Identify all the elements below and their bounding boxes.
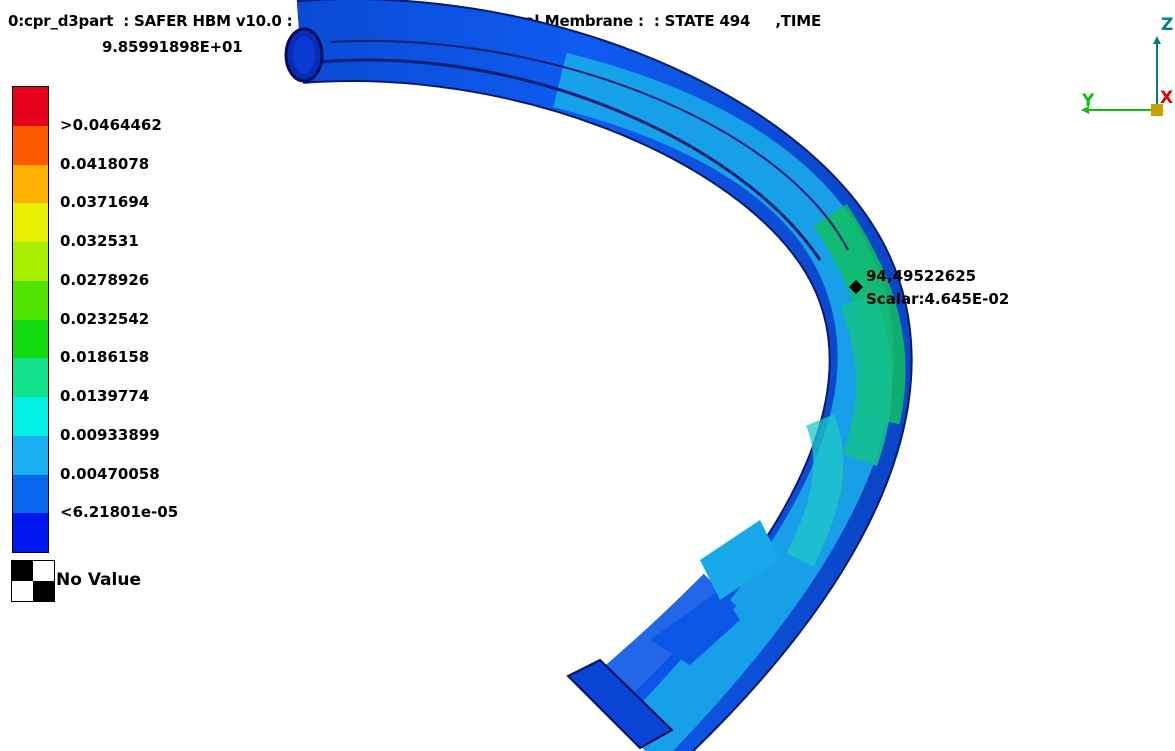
legend-label: <6.21801e-05 — [60, 503, 179, 522]
legend-swatch — [13, 87, 48, 126]
legend-label: 0.00933899 — [60, 425, 160, 444]
no-value-label: No Value — [56, 570, 141, 590]
legend-label: 0.0186158 — [60, 348, 150, 367]
legend-label: 0.0371694 — [60, 193, 150, 212]
legend-label: 0.0418078 — [60, 154, 150, 173]
legend-swatch — [13, 164, 48, 204]
legend-label: 0.0278926 — [60, 270, 150, 289]
color-legend-bar — [12, 86, 49, 553]
legend-swatch — [13, 242, 48, 281]
probe-marker-icon[interactable] — [848, 279, 864, 295]
tube-model[interactable] — [284, 0, 913, 751]
legend-label: 0.00470058 — [60, 464, 160, 483]
legend-swatch — [13, 513, 48, 552]
y-axis-label: Y — [1081, 91, 1095, 111]
probe-annotation[interactable]: 94,49522625 Scalar:4.645E-02 — [848, 267, 1009, 308]
legend-label: 0.0232542 — [60, 309, 150, 328]
legend-swatch — [13, 397, 48, 436]
legend-swatch — [13, 280, 48, 320]
axis-triad: Z Y X — [1081, 15, 1173, 116]
legend-swatch — [13, 435, 48, 475]
probe-scalar-value: Scalar:4.645E-02 — [866, 290, 1009, 308]
z-axis-label: Z — [1161, 15, 1173, 35]
legend-swatch — [13, 125, 48, 165]
legend-label: 0.0139774 — [60, 387, 150, 405]
legend-label: 0.032531 — [60, 232, 139, 250]
probe-element-id: 94,49522625 — [866, 267, 976, 285]
title-line-2: 9.85991898E+01 — [102, 38, 243, 56]
legend-swatch — [13, 358, 48, 397]
x-axis-label: X — [1160, 88, 1173, 108]
legend-swatch — [13, 474, 48, 514]
legend-swatch — [13, 319, 48, 359]
no-value-checker-icon — [11, 560, 55, 602]
legend-label: >0.0464462 — [60, 115, 162, 134]
legend-swatch — [13, 203, 48, 242]
x-axis-icon — [1151, 104, 1163, 116]
